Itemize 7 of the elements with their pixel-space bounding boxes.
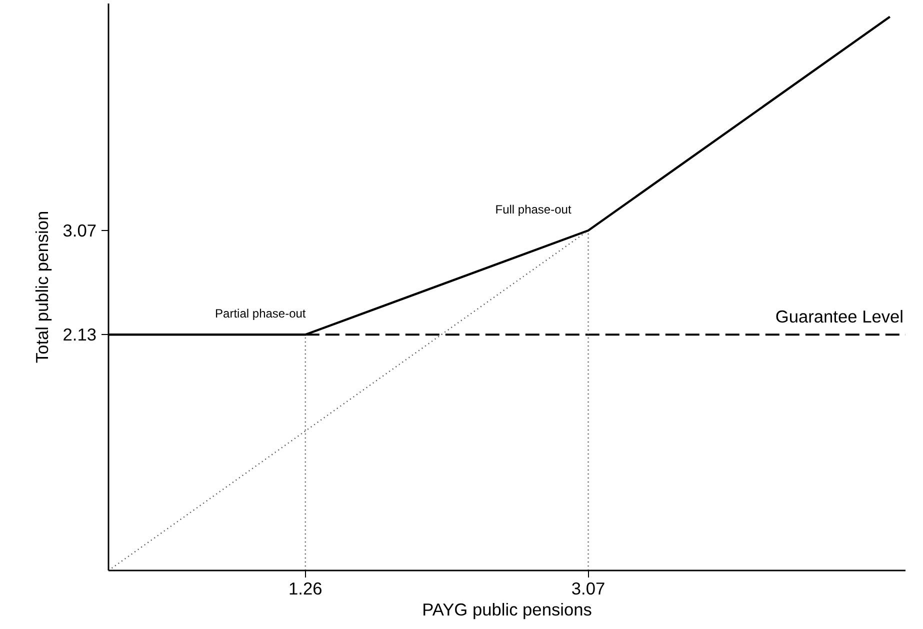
y-tick-label: 2.13 [62, 324, 97, 345]
x-tick-label: 1.26 [288, 578, 322, 598]
annotation: Full phase-out [495, 202, 572, 217]
x-axis-title: PAYG public pensions [422, 600, 592, 620]
series-label: Guarantee Level [775, 306, 904, 327]
y-axis-title: Total public pension [32, 210, 52, 364]
annotation: Partial phase-out [215, 306, 306, 321]
